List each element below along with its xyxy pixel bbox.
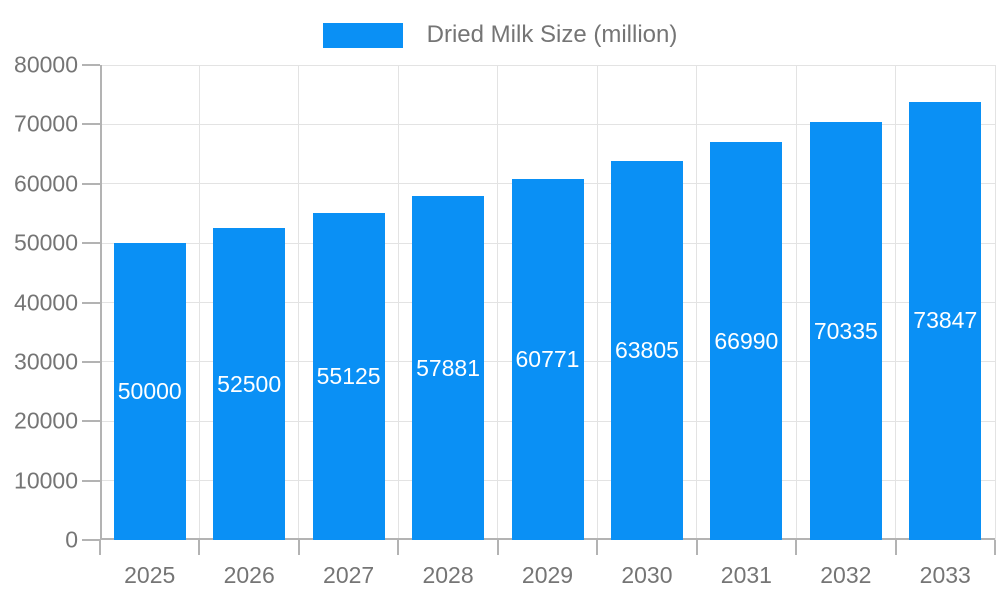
bar[interactable]: 63805 [610, 161, 683, 540]
bar-value-label: 73847 [913, 307, 978, 334]
y-axis-tick [82, 123, 100, 126]
x-axis-tick [596, 540, 599, 555]
x-axis-tick [994, 540, 996, 555]
x-tick-label: 2031 [720, 562, 772, 588]
x-axis-tick [695, 540, 698, 555]
bar[interactable]: 60771 [511, 179, 584, 540]
x-axis-tick [397, 540, 400, 555]
bar[interactable]: 50000 [113, 243, 186, 540]
x-axis-tick [198, 540, 201, 555]
x-tick-label: 2030 [621, 562, 673, 588]
y-axis-tick [82, 420, 100, 423]
x-axis-tick [795, 540, 798, 555]
x-tick-label: 2026 [223, 562, 275, 588]
bar[interactable]: 55125 [312, 212, 385, 540]
gridline-vertical [596, 65, 598, 540]
bar-value-label: 70335 [813, 317, 878, 344]
bar-value-label: 50000 [117, 378, 182, 405]
y-tick-label: 10000 [14, 467, 78, 494]
x-axis-tick [496, 540, 499, 555]
x-tick-label: 2028 [422, 562, 474, 588]
bar-value-label: 60771 [515, 346, 580, 373]
x-axis-tick [297, 540, 300, 555]
x-tick-label: 2025 [124, 562, 176, 588]
x-tick-label: 2032 [820, 562, 872, 588]
gridline-vertical [497, 65, 499, 540]
x-axis-tick [894, 540, 897, 555]
x-tick-label: 2029 [521, 562, 574, 588]
y-tick-label: 50000 [14, 229, 78, 256]
y-tick-label: 80000 [14, 51, 78, 78]
x-tick-label: 2027 [323, 562, 375, 588]
y-axis-tick [82, 479, 100, 482]
gridline-horizontal [100, 123, 995, 125]
y-axis-tick [82, 360, 100, 363]
bar-value-label: 63805 [614, 337, 679, 364]
bar[interactable]: 57881 [412, 196, 485, 540]
x-tick-label: 2033 [919, 562, 971, 588]
y-axis-line [100, 65, 102, 540]
bar[interactable]: 66990 [710, 142, 783, 540]
gridline-vertical [298, 65, 300, 540]
y-axis-tick [82, 182, 100, 185]
legend-swatch-icon [322, 22, 403, 48]
plot-area: 0 10000 20000 30000 40000 50000 60000 70000 8000… [14, 52, 996, 588]
bar-value-label: 57881 [416, 354, 481, 381]
y-axis-tick [82, 242, 100, 245]
y-axis-tick [82, 539, 100, 541]
y-tick-label: 20000 [14, 407, 78, 434]
bar[interactable]: 73847 [909, 101, 982, 540]
gridline-vertical [696, 65, 698, 540]
gridline-vertical [895, 65, 897, 540]
bar-value-label: 55125 [316, 362, 381, 389]
bar-value-label: 66990 [714, 327, 779, 354]
y-tick-label: 30000 [14, 348, 78, 375]
bar[interactable]: 52500 [213, 228, 286, 540]
gridline-horizontal [100, 64, 995, 66]
gridline-vertical [198, 65, 200, 540]
y-tick-label: 40000 [14, 289, 78, 315]
legend[interactable]: Dried Milk Size (million) [0, 18, 1000, 52]
gridline-vertical [795, 65, 797, 540]
bar[interactable]: 70335 [809, 122, 882, 540]
gridline-vertical [397, 65, 399, 540]
bar-value-label: 52500 [217, 370, 282, 397]
legend-label: Dried Milk Size (million) [426, 21, 678, 48]
y-tick-label: 0 [65, 526, 78, 553]
y-axis-tick [82, 64, 100, 66]
y-tick-label: 70000 [14, 110, 78, 137]
y-axis-tick [82, 301, 100, 304]
y-tick-label: 60000 [14, 170, 78, 197]
x-axis-tick [99, 540, 101, 555]
gridline-vertical [994, 65, 996, 540]
